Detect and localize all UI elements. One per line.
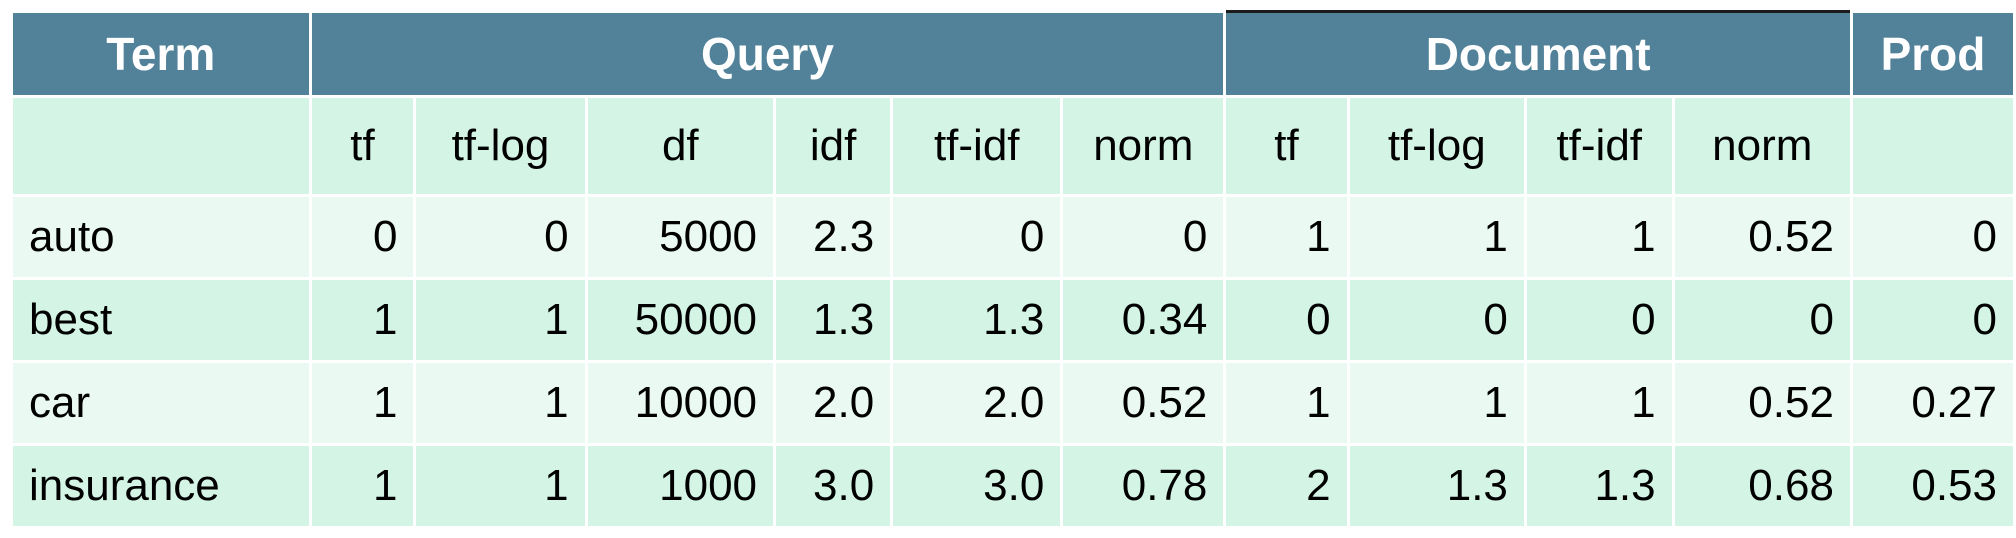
doc-norm-cell: 0.68 — [1671, 443, 1853, 529]
group-header-row: Term Query Document Prod — [10, 10, 2016, 98]
prod-cell: 0.27 — [1849, 360, 2016, 446]
query-idf-cell: 1.3 — [773, 277, 894, 363]
prod-cell: 0.53 — [1849, 443, 2016, 529]
query-tf-log-cell: 0 — [413, 194, 588, 280]
query-tf-log-cell: 1 — [413, 277, 588, 363]
query-df-cell: 1000 — [584, 443, 777, 529]
query-df-cell: 50000 — [584, 277, 777, 363]
doc-tf-idf-cell: 0 — [1523, 277, 1675, 363]
doc-tf-cell: 2 — [1223, 443, 1350, 529]
doc-tf-log-cell: 1 — [1346, 360, 1527, 446]
query-norm-cell: 0 — [1060, 194, 1227, 280]
term-cell: car — [10, 360, 312, 446]
doc-norm-cell: 0 — [1671, 277, 1853, 363]
query-df-cell: 5000 — [584, 194, 777, 280]
query-tf-cell: 1 — [308, 360, 417, 446]
doc-tf-cell: 1 — [1223, 360, 1350, 446]
query-tf-idf-cell: 1.3 — [890, 277, 1064, 363]
query-tf-idf-cell: 2.0 — [890, 360, 1064, 446]
table-row: auto 0 0 5000 2.3 0 0 1 1 1 0.52 0 — [10, 194, 2016, 280]
prod-cell: 0 — [1849, 277, 2016, 363]
query-tf-log-cell: 1 — [413, 443, 588, 529]
query-tf-cell: 1 — [308, 277, 417, 363]
prod-sub-header — [1849, 95, 2016, 197]
document-group-header: Document — [1223, 10, 1853, 98]
term-cell: auto — [10, 194, 312, 280]
query-idf-cell: 3.0 — [773, 443, 894, 529]
query-tf-log-cell: 1 — [413, 360, 588, 446]
query-df-cell: 10000 — [584, 360, 777, 446]
table-row: best 1 1 50000 1.3 1.3 0.34 0 0 0 0 0 — [10, 277, 2016, 363]
doc-tf-idf-cell: 1.3 — [1523, 443, 1675, 529]
query-group-header: Query — [308, 10, 1227, 98]
doc-tf-header: tf — [1223, 95, 1350, 197]
query-df-header: df — [584, 95, 777, 197]
doc-tf-log-header: tf-log — [1346, 95, 1527, 197]
query-tf-idf-cell: 0 — [890, 194, 1064, 280]
doc-norm-cell: 0.52 — [1671, 360, 1853, 446]
query-idf-cell: 2.3 — [773, 194, 894, 280]
tfidf-table: Term Query Document Prod tf tf-log df id… — [10, 10, 2016, 529]
term-cell: insurance — [10, 443, 312, 529]
query-tf-cell: 0 — [308, 194, 417, 280]
doc-tf-idf-cell: 1 — [1523, 194, 1675, 280]
doc-norm-header: norm — [1671, 95, 1853, 197]
query-idf-cell: 2.0 — [773, 360, 894, 446]
doc-tf-log-cell: 1.3 — [1346, 443, 1527, 529]
doc-tf-log-cell: 1 — [1346, 194, 1527, 280]
doc-tf-idf-header: tf-idf — [1523, 95, 1675, 197]
query-tf-log-header: tf-log — [413, 95, 588, 197]
doc-tf-log-cell: 0 — [1346, 277, 1527, 363]
term-group-header: Term — [10, 10, 312, 98]
table-row: insurance 1 1 1000 3.0 3.0 0.78 2 1.3 1.… — [10, 443, 2016, 529]
query-tf-header: tf — [308, 95, 417, 197]
query-tf-idf-cell: 3.0 — [890, 443, 1064, 529]
prod-cell: 0 — [1849, 194, 2016, 280]
doc-norm-cell: 0.52 — [1671, 194, 1853, 280]
query-norm-header: norm — [1060, 95, 1227, 197]
query-norm-cell: 0.34 — [1060, 277, 1227, 363]
doc-tf-idf-cell: 1 — [1523, 360, 1675, 446]
table-row: car 1 1 10000 2.0 2.0 0.52 1 1 1 0.52 0.… — [10, 360, 2016, 446]
term-sub-header — [10, 95, 312, 197]
doc-tf-cell: 1 — [1223, 194, 1350, 280]
query-norm-cell: 0.52 — [1060, 360, 1227, 446]
sub-header-row: tf tf-log df idf tf-idf norm tf tf-log t… — [10, 95, 2016, 197]
query-idf-header: idf — [773, 95, 894, 197]
query-norm-cell: 0.78 — [1060, 443, 1227, 529]
prod-group-header: Prod — [1849, 10, 2016, 98]
term-cell: best — [10, 277, 312, 363]
query-tf-cell: 1 — [308, 443, 417, 529]
query-tf-idf-header: tf-idf — [890, 95, 1064, 197]
doc-tf-cell: 0 — [1223, 277, 1350, 363]
